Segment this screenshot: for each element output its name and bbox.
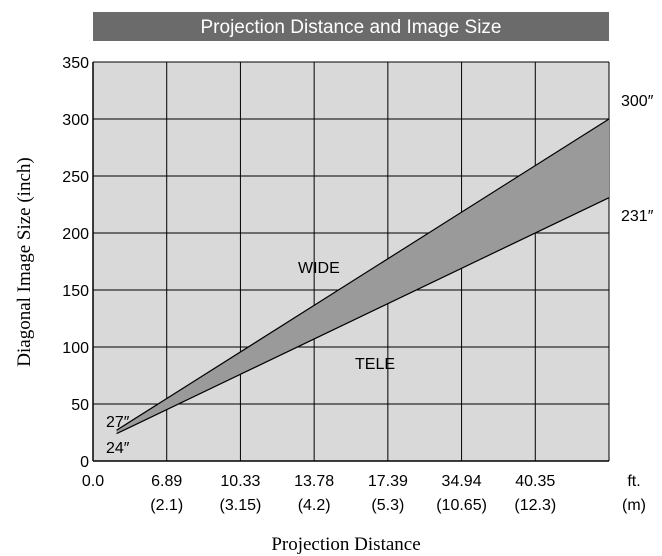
x-tick-label-ft: 0.0 <box>82 473 104 490</box>
y-tick-label: 350 <box>62 55 89 72</box>
wide-tele-band <box>116 119 610 434</box>
x-unit-ft: ft. <box>627 473 640 490</box>
y-tick-label: 50 <box>71 397 89 414</box>
y-tick-label: 100 <box>62 340 89 357</box>
x-tick-label-m: (4.2) <box>298 497 331 514</box>
y-tick-label: 300 <box>62 112 89 129</box>
series-line-tele <box>116 197 610 435</box>
x-unit-m: (m) <box>622 497 646 514</box>
annotation-tele-end: 231″ <box>621 208 654 225</box>
x-tick-label-ft: 40.35 <box>515 473 555 490</box>
y-axis-title: Diagonal Image Size (inch) <box>14 157 35 366</box>
x-tick-label-ft: 17.39 <box>368 473 408 490</box>
y-tick-label: 250 <box>62 169 89 186</box>
x-tick-label-ft: 10.33 <box>220 473 260 490</box>
series-label-tele: TELE <box>355 356 395 373</box>
y-tick-label: 150 <box>62 283 89 300</box>
y-tick-labels: 0 50 100 150 200 250 300 350 <box>62 55 89 471</box>
y-tick-label: 200 <box>62 226 89 243</box>
x-tick-labels: 0.0 6.89 10.33 13.78 17.39 34.94 40.35 (2.1) (3.… <box>82 473 556 514</box>
x-axis-title: Projection Distance <box>271 534 420 555</box>
series-label-wide: WIDE <box>298 260 340 277</box>
x-tick-label-m: (5.3) <box>371 497 404 514</box>
title-bar <box>93 12 609 41</box>
annotation-wide-start: 27″ <box>106 414 130 431</box>
x-tick-label-m: (2.1) <box>150 497 183 514</box>
x-tick-label-m: (12.3) <box>514 497 556 514</box>
y-tick-label: 0 <box>80 454 89 471</box>
x-tick-label-ft: 13.78 <box>294 473 334 490</box>
x-tick-label-m: (10.65) <box>436 497 487 514</box>
range-band <box>116 119 610 434</box>
x-tick-label-ft: 6.89 <box>151 473 182 490</box>
x-tick-label-m: (3.15) <box>220 497 262 514</box>
x-tick-label-ft: 34.94 <box>442 473 482 490</box>
grid <box>93 61 610 461</box>
series-line-wide <box>116 118 610 431</box>
chart-title: Projection Distance and Image Size <box>201 17 502 38</box>
annotation-wide-end: 300″ <box>621 93 654 110</box>
series-lines <box>116 118 610 435</box>
annotation-tele-start: 24″ <box>106 440 130 457</box>
